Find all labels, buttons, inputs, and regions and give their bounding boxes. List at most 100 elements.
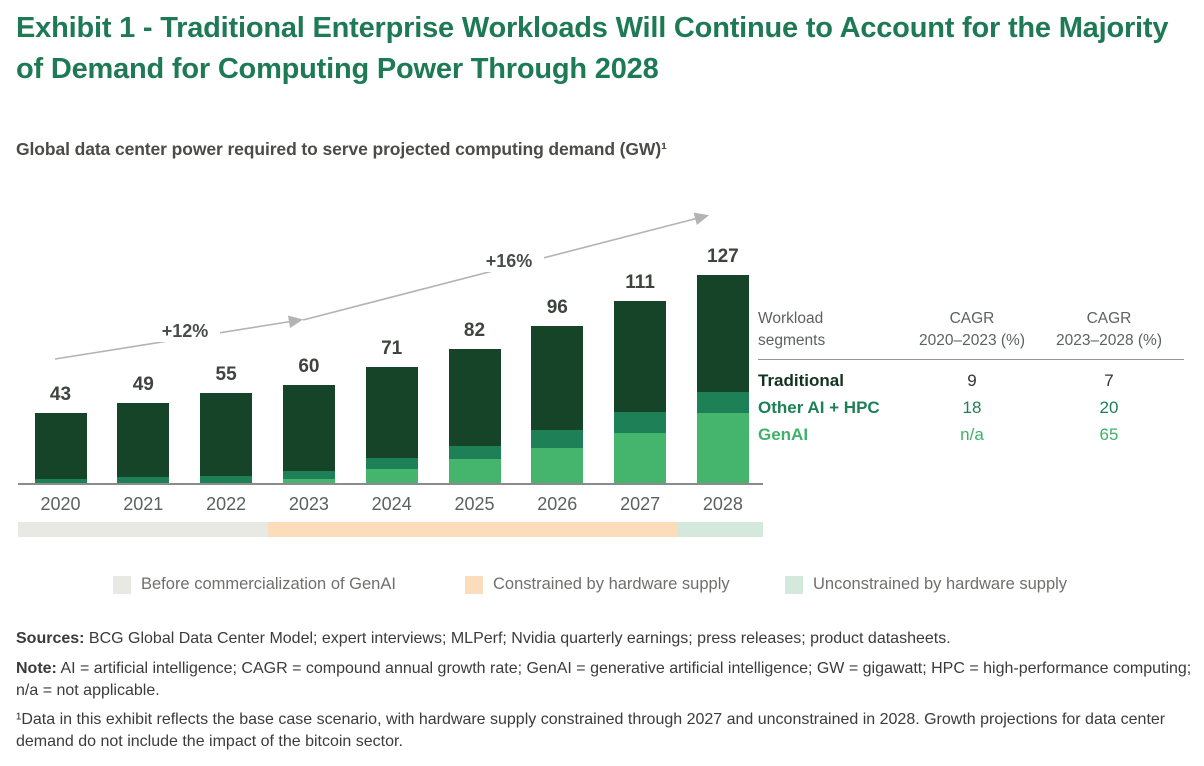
bar-2026-segment-other-ai-hpc <box>531 429 584 448</box>
bar-2027-segment-other-ai-hpc <box>614 411 667 433</box>
header-cagr-2023-2028: CAGR 2023–2028 (%) <box>1034 308 1184 352</box>
row-label: Traditional <box>758 370 844 390</box>
bar-2025 <box>448 349 501 484</box>
cagr-table-body: Traditional 9 7 Other AI + HPC 18 20 GenAI n/a 6… <box>758 367 1184 448</box>
bar-2021-segment-other-ai-hpc <box>117 477 170 484</box>
bar-2024-segment-other-ai-hpc <box>365 457 418 470</box>
header-cagr-2020-2023: CAGR 2020–2023 (%) <box>910 308 1034 352</box>
row-label: Other AI + HPC <box>758 397 880 417</box>
bar-value-2020: 43 <box>49 384 72 405</box>
legend-label-0: Before commercialization of GenAI <box>141 575 396 593</box>
note-text: AI = artificial intelligence; CAGR = com… <box>16 660 1192 699</box>
legend-swatch-icon <box>113 575 131 594</box>
x-axis-line <box>18 483 763 485</box>
chart-subtitle: Global data center power required to ser… <box>16 139 667 159</box>
bar-2024-segment-traditional <box>365 367 418 458</box>
bar-2024-segment-genai <box>365 469 418 484</box>
bar-2022 <box>200 393 253 484</box>
bar-2020-segment-traditional <box>34 413 87 480</box>
bar-value-2021: 49 <box>132 374 154 395</box>
bar-2020-segment-other-ai-hpc <box>34 479 87 484</box>
bar-2025-segment-other-ai-hpc <box>448 446 501 460</box>
phase-strip-segment-2 <box>678 522 763 537</box>
table-divider <box>758 359 1184 360</box>
bar-2027-segment-genai <box>614 432 667 484</box>
bar-value-2028: 127 <box>707 246 739 267</box>
bar-2027 <box>614 301 667 484</box>
x-axis-label-2020: 2020 <box>40 494 81 514</box>
x-axis-label-2025: 2025 <box>454 494 495 514</box>
header-cagr1-line2: 2020–2023 (%) <box>919 332 1025 349</box>
bar-2023-segment-other-ai-hpc <box>282 470 335 480</box>
legend-item-2: Unconstrained by hardware supply <box>785 575 1067 594</box>
row-cagr-2023-2028: 7 <box>1104 370 1114 390</box>
bar-2025-segment-genai <box>448 459 501 484</box>
bar-2028-segment-genai <box>696 413 749 484</box>
growth-label-2023-2028: +16% <box>474 251 544 272</box>
legend: Before commercialization of GenAI Constra… <box>0 575 1204 597</box>
footnote-1: ¹Data in this exhibit reflects the base … <box>16 711 1166 750</box>
legend-label-1: Constrained by hardware supply <box>493 575 730 593</box>
bar-2028-segment-other-ai-hpc <box>696 391 749 414</box>
bar-2022-segment-other-ai-hpc <box>200 475 253 484</box>
cagr-table-header: Workload segments CAGR 2020–2023 (%) CAG… <box>758 308 1184 352</box>
stacked-bar-chart: 43 49 55 60 71 82 96 111 127 <box>18 200 763 484</box>
bar-2026-segment-genai <box>531 447 584 484</box>
bar-2023-segment-genai <box>282 479 335 484</box>
row-cagr-2020-2023: n/a <box>960 424 984 444</box>
exhibit-title: Exhibit 1 - Traditional Enterprise Workl… <box>16 12 1169 85</box>
bar-2021 <box>117 403 170 484</box>
bar-value-2024: 71 <box>381 338 403 359</box>
x-axis-label-2024: 2024 <box>371 494 412 514</box>
legend-swatch-icon <box>785 575 803 594</box>
cagr-table: Workload segments CAGR 2020–2023 (%) CAG… <box>758 308 1184 448</box>
bar-value-2022: 55 <box>215 364 237 385</box>
header-cagr2-line1: CAGR <box>1086 310 1132 327</box>
legend-item-1: Constrained by hardware supply <box>465 575 730 594</box>
legend-swatch-icon <box>465 575 483 594</box>
legend-label-2: Unconstrained by hardware supply <box>813 575 1068 593</box>
phase-strip-segment-0 <box>18 522 268 537</box>
bar-2020 <box>34 413 87 484</box>
header-workload-line1: Workload <box>758 310 824 327</box>
header-cagr1-line1: CAGR <box>949 310 995 327</box>
header-workload-line2: segments <box>758 332 826 349</box>
note-label: Note: <box>16 660 57 677</box>
bar-2024 <box>365 367 418 484</box>
x-axis-label-2027: 2027 <box>620 494 661 514</box>
bar-2022-segment-traditional <box>200 393 253 476</box>
phase-strip-segment-1 <box>267 522 679 537</box>
bar-2027-segment-traditional <box>614 301 667 412</box>
x-axis-label-2021: 2021 <box>123 494 164 514</box>
legend-item-0: Before commercialization of GenAI <box>113 575 396 594</box>
bar-value-2025: 82 <box>463 320 486 341</box>
header-cagr2-line2: 2023–2028 (%) <box>1056 332 1162 349</box>
table-row-traditional: Traditional 9 7 <box>758 367 1184 394</box>
bar-2021-segment-traditional <box>117 403 170 478</box>
bar-2023-segment-traditional <box>282 385 335 471</box>
x-axis-label-2026: 2026 <box>537 494 578 514</box>
row-label: GenAI <box>758 424 809 444</box>
x-axis-label-2022: 2022 <box>206 494 247 514</box>
row-cagr-2023-2028: 20 <box>1099 397 1119 417</box>
bar-2028 <box>696 275 749 484</box>
bar-2023 <box>282 385 335 484</box>
row-cagr-2020-2023: 9 <box>967 370 977 390</box>
bar-2026-segment-traditional <box>531 326 584 430</box>
sources-text: BCG Global Data Center Model; expert int… <box>84 630 951 647</box>
sources-note: Sources: BCG Global Data Center Model; e… <box>16 628 1204 650</box>
growth-label-2020-2023: +12% <box>150 321 220 342</box>
bar-2028-segment-traditional <box>696 275 749 392</box>
row-cagr-2023-2028: 65 <box>1099 424 1119 444</box>
phase-strip <box>18 522 763 537</box>
sources-label: Sources: <box>16 630 85 647</box>
bar-value-2023: 60 <box>298 356 320 377</box>
bar-value-2026: 96 <box>546 297 568 318</box>
row-cagr-2020-2023: 18 <box>962 397 982 417</box>
bar-2025-segment-traditional <box>448 349 501 447</box>
x-axis-label-2028: 2028 <box>702 494 743 514</box>
header-workload-segments: Workload segments <box>758 308 910 352</box>
x-axis-labels: 2020 2021 2022 2023 2024 2025 2026 2027 2028 <box>18 494 763 518</box>
x-axis-label-2023: 2023 <box>288 494 329 514</box>
